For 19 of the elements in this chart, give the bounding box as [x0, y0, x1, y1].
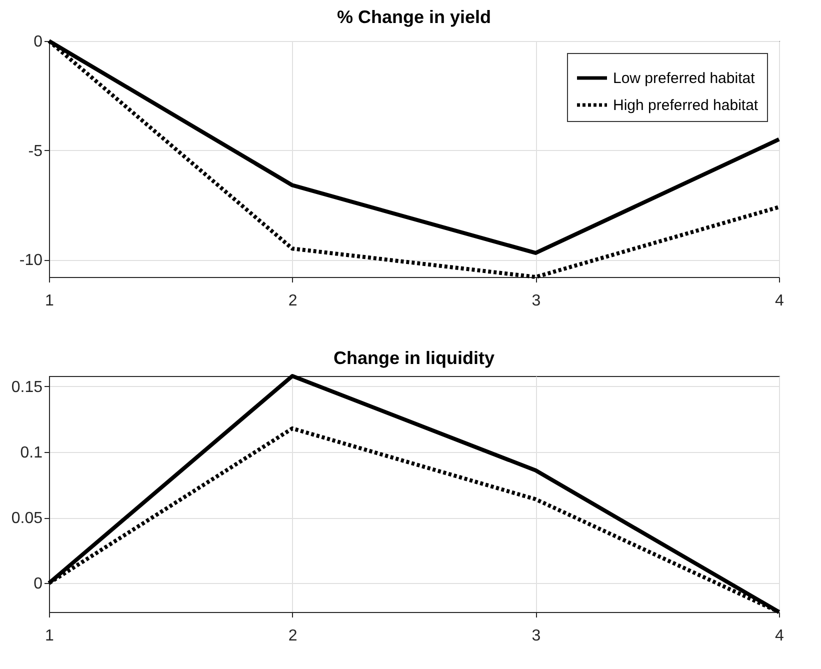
- y-tick-label: 0: [34, 34, 43, 50]
- y-tick-label: -10: [19, 252, 43, 270]
- x-tick-label: 2: [288, 628, 298, 644]
- x-tick-label: 2: [288, 292, 298, 310]
- y-tick-label: 0.15: [11, 378, 43, 396]
- x-tick-label: 4: [775, 628, 784, 644]
- chart-title: % Change in yield: [336, 7, 492, 27]
- y-tick-label: -5: [28, 142, 43, 160]
- y-tick-label: 0.1: [20, 444, 43, 462]
- legend-label: High preferred habitat: [613, 97, 759, 114]
- chart-title: Change in liquidity: [334, 348, 494, 368]
- x-tick-label: 1: [45, 628, 54, 644]
- y-tick-label: 0.05: [11, 510, 43, 528]
- legend-label: Low preferred habitat: [613, 70, 756, 87]
- x-tick-label: 3: [532, 292, 541, 310]
- x-tick-label: 3: [532, 628, 541, 644]
- x-tick-label: 4: [775, 292, 784, 310]
- x-tick-label: 1: [45, 292, 54, 310]
- y-tick-label: 0: [34, 576, 43, 593]
